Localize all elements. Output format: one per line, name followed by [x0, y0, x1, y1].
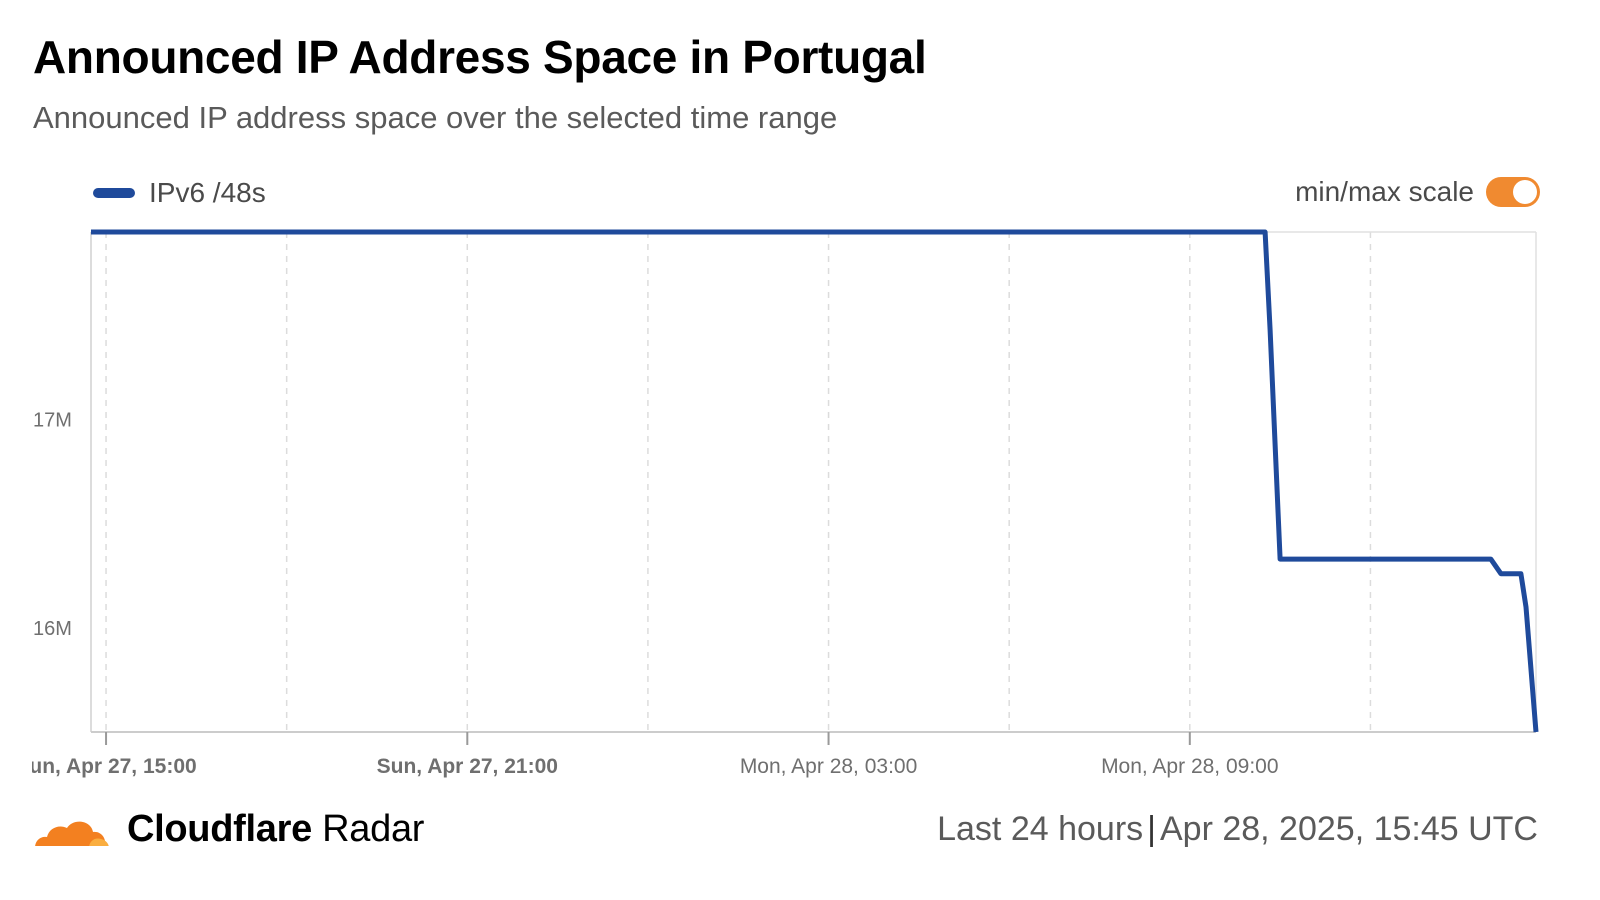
- page-title: Announced IP Address Space in Portugal: [33, 31, 927, 83]
- y-tick-label: 17M: [33, 410, 72, 432]
- x-tick-label: Sun, Apr 27, 21:00: [377, 755, 558, 778]
- time-range-label: Last 24 hours: [937, 810, 1144, 848]
- x-tick-label: Mon, Apr 28, 09:00: [1101, 755, 1278, 778]
- min-max-scale-toggle[interactable]: [1486, 177, 1540, 207]
- chart-legend[interactable]: IPv6 /48s: [93, 177, 266, 209]
- separator: |: [1147, 810, 1156, 848]
- series-line-ipv6: [91, 229, 1539, 733]
- chart-grid: [105, 232, 1372, 732]
- min-max-scale-control[interactable]: min/max scale: [1295, 176, 1540, 208]
- legend-label-ipv6: IPv6 /48s: [149, 177, 266, 208]
- chart-axes: [90, 231, 1537, 733]
- y-axis-ticks: 16M 17M: [33, 410, 72, 640]
- time-range-info: Last 24 hours | Apr 28, 2025, 15:45 UTC: [937, 810, 1538, 849]
- x-tick-label: Mon, Apr 28, 03:00: [740, 755, 917, 778]
- page-subtitle: Announced IP address space over the sele…: [33, 100, 838, 135]
- label-clip-mask: [0, 746, 32, 786]
- timestamp: Apr 28, 2025, 15:45 UTC: [1159, 810, 1538, 848]
- line-chart: 16M 17M Sun, Apr 27, 15:00 Sun, Apr 27, 21…: [0, 229, 1539, 786]
- brand-name: Cloudflare Radar: [127, 808, 425, 850]
- cloudflare-cloud-icon: [35, 821, 109, 849]
- y-tick-label: 16M: [33, 618, 72, 640]
- legend-swatch-ipv6: [93, 188, 135, 198]
- toggle-knob: [1513, 180, 1537, 204]
- x-axis-ticks: Sun, Apr 27, 15:00 Sun, Apr 27, 21:00 Mon,…: [0, 732, 1279, 786]
- min-max-scale-label: min/max scale: [1295, 176, 1474, 207]
- x-tick-label: Sun, Apr 27, 15:00: [15, 755, 196, 778]
- cloudflare-radar-logo[interactable]: Cloudflare Radar: [31, 808, 424, 851]
- chart-series: [91, 229, 1539, 733]
